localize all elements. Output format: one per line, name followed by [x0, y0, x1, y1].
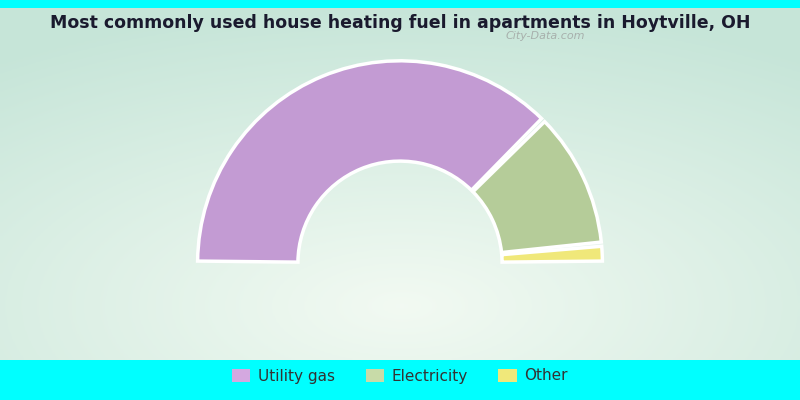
Wedge shape — [473, 122, 602, 252]
Wedge shape — [502, 246, 602, 262]
Text: Most commonly used house heating fuel in apartments in Hoytville, OH: Most commonly used house heating fuel in… — [50, 14, 750, 32]
Legend: Utility gas, Electricity, Other: Utility gas, Electricity, Other — [226, 362, 574, 390]
Wedge shape — [198, 61, 542, 262]
Text: City-Data.com: City-Data.com — [506, 31, 585, 41]
